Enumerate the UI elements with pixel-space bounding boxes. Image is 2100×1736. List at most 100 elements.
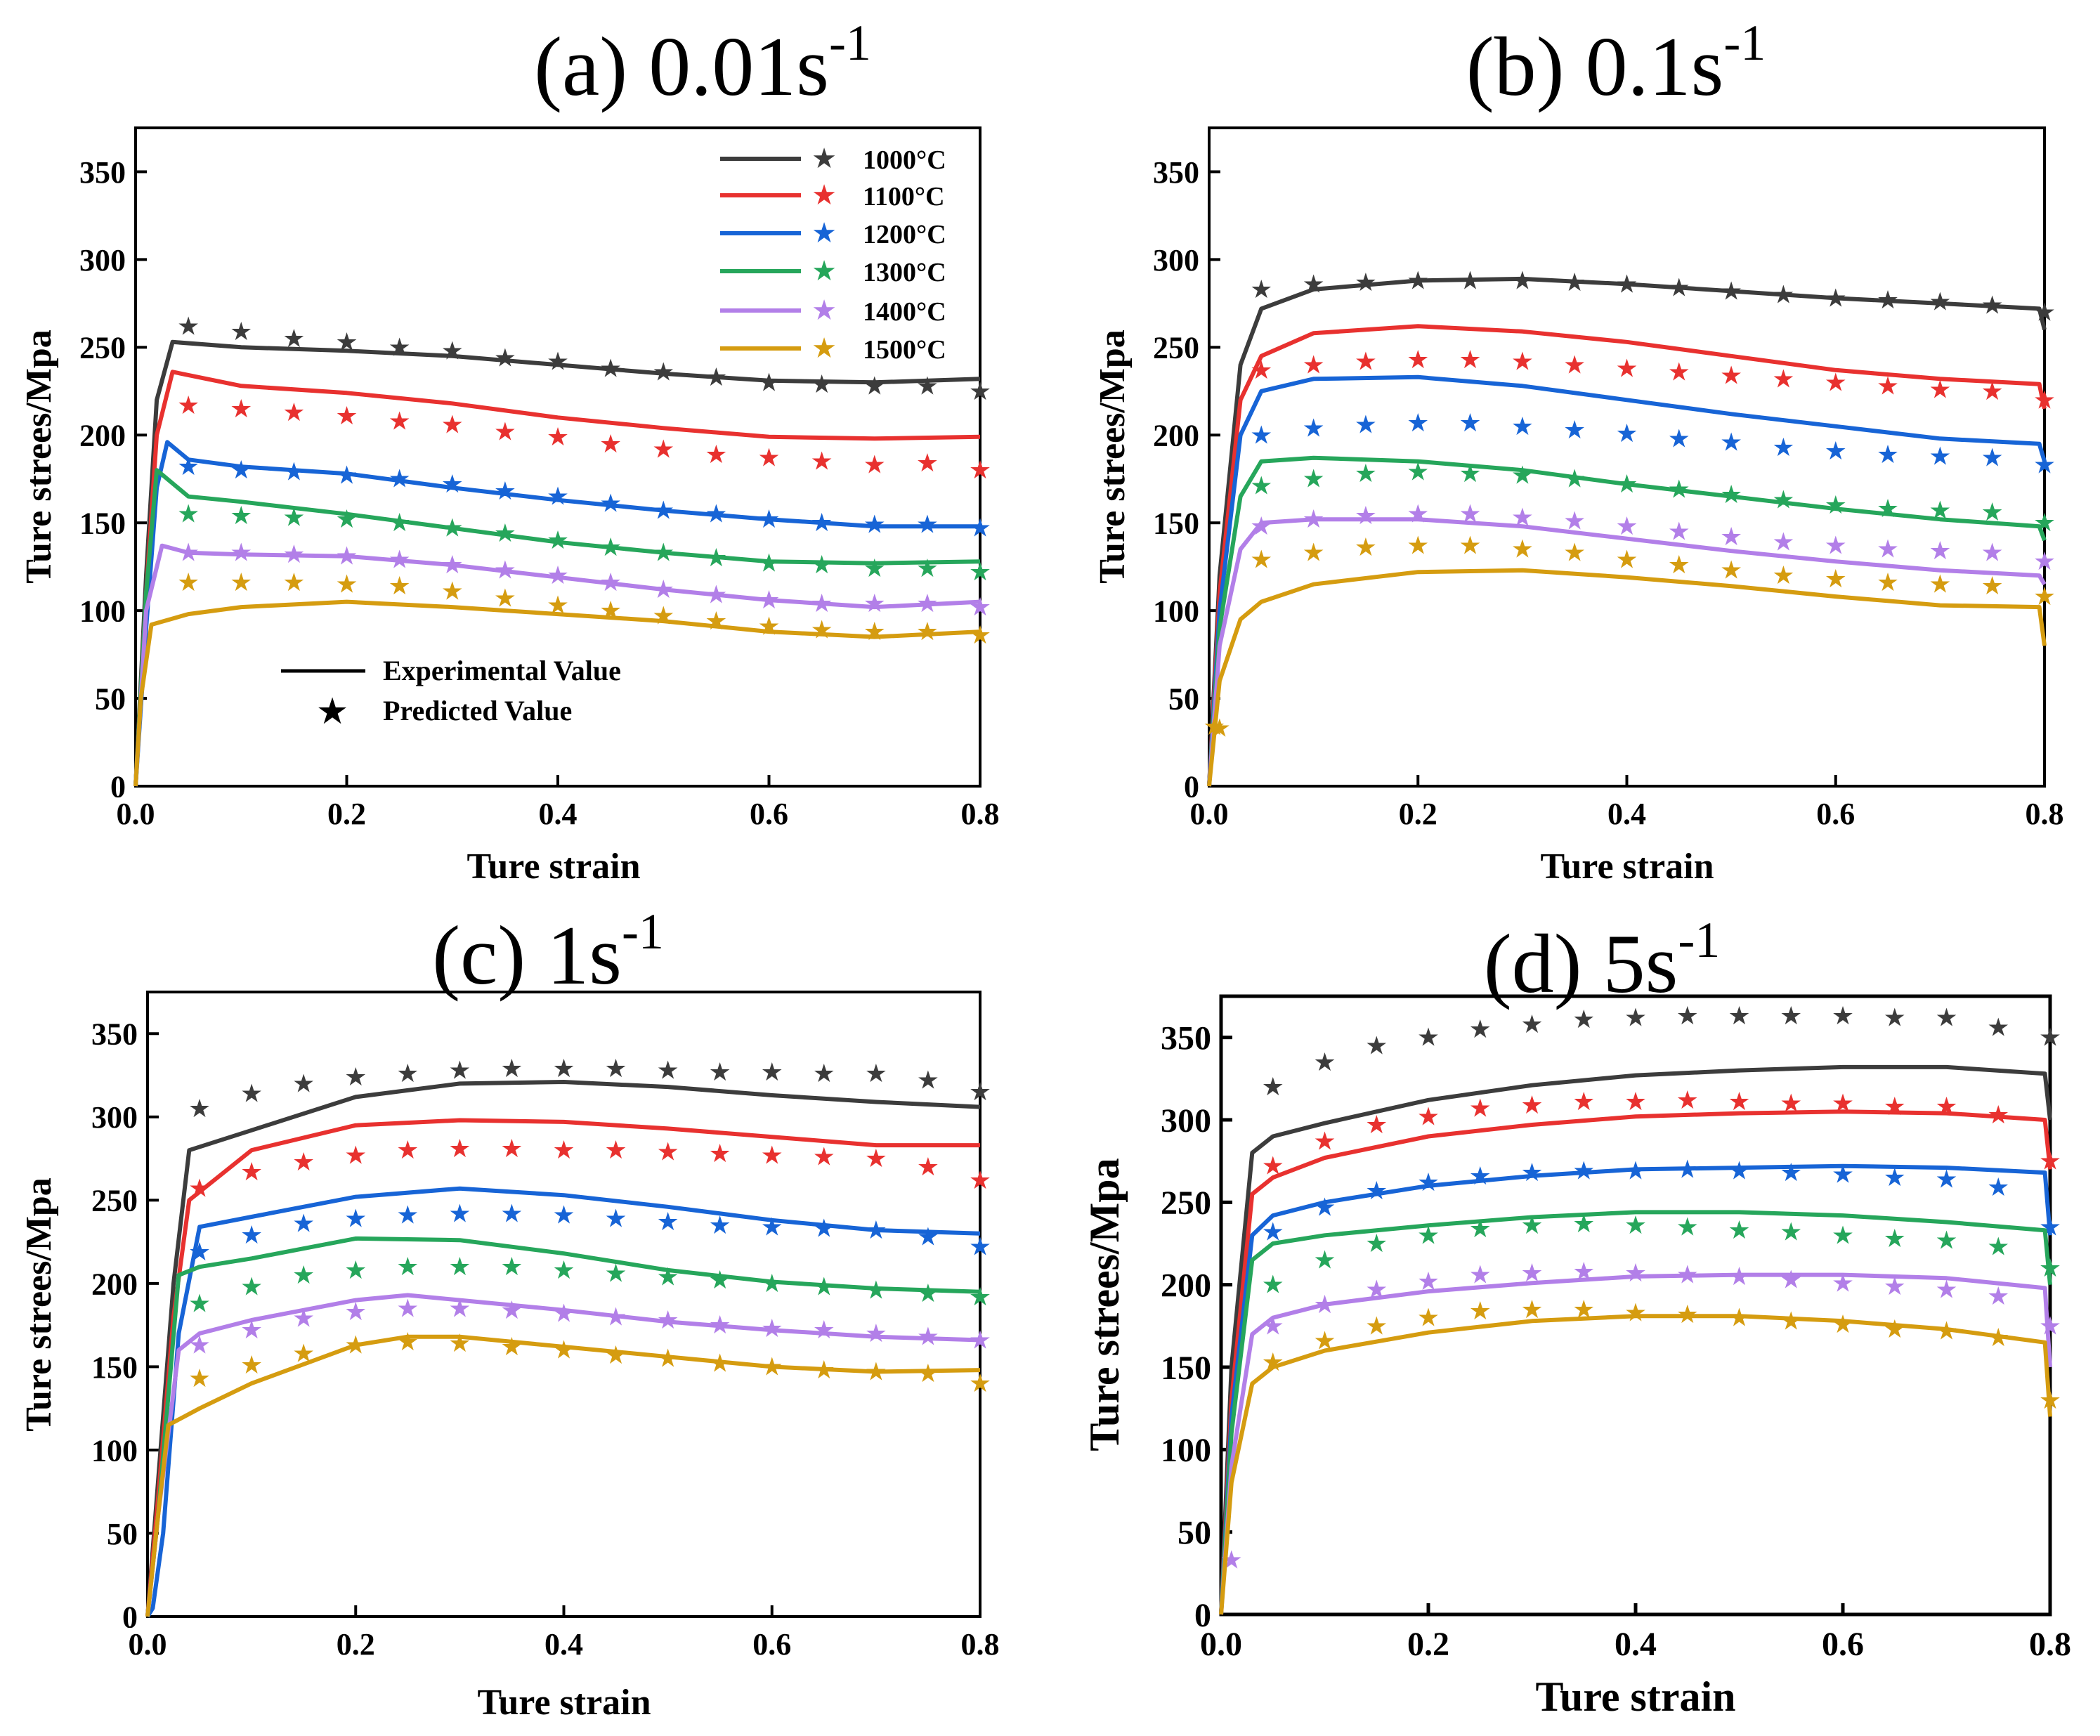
panel-c-1400c-predicted-point: ★ bbox=[292, 1305, 315, 1333]
panel-d-1400c-predicted-point: ★ bbox=[1832, 1269, 1854, 1297]
panel-d-1400c-predicted-point: ★ bbox=[1417, 1267, 1440, 1296]
panel-b-1200c-predicted-point: ★ bbox=[1459, 409, 1481, 437]
panel-c-1500c-predicted-point: ★ bbox=[188, 1364, 211, 1392]
panel-c: (c) 1s-1 0.0 0.2 0.4 0.6 0.8 0 50 100 150 200 250 3… bbox=[19, 903, 1000, 1723]
panel-c-1400c-predicted-point: ★ bbox=[552, 1300, 575, 1328]
panel-c-1000c-predicted-point: ★ bbox=[240, 1080, 263, 1108]
panel-c-x-tick-label: 0.6 bbox=[752, 1627, 791, 1662]
panel-c-1300c-predicted-point: ★ bbox=[240, 1273, 263, 1301]
panel-a-1100c-predicted-point: ★ bbox=[810, 448, 833, 476]
panel-b-1400c-predicted-point: ★ bbox=[1459, 500, 1481, 528]
panel-d-1400c-predicted-point: ★ bbox=[1780, 1266, 1802, 1294]
panel-d-1100c-predicted-point: ★ bbox=[1624, 1088, 1647, 1116]
panel-b-1500c-predicted-point: ★ bbox=[1929, 570, 1951, 599]
panel-c-y-tick-label: 300 bbox=[91, 1100, 138, 1135]
panel-c-1000c-predicted-point: ★ bbox=[865, 1059, 887, 1088]
legend-star-1300: ★ bbox=[811, 255, 837, 287]
panel-d-1300c-predicted-point: ★ bbox=[2039, 1254, 2061, 1282]
panel-a-1200c-predicted-point: ★ bbox=[335, 462, 358, 490]
panel-b-1000c-predicted-point: ★ bbox=[2033, 298, 2056, 326]
panel-b-1400c-predicted-point: ★ bbox=[1929, 537, 1951, 565]
panel-c-1300c-predicted-point: ★ bbox=[448, 1253, 471, 1281]
panel-b-1400c-predicted-point: ★ bbox=[1981, 539, 2004, 567]
panel-b-1300c-predicted-point: ★ bbox=[1563, 465, 1586, 493]
panel-a-1500c-predicted-point: ★ bbox=[335, 570, 358, 599]
panel-d-y-axis-label: Ture strees/Mpa bbox=[1081, 1158, 1128, 1451]
panel-d-x-tick-label: 0.0 bbox=[1200, 1626, 1242, 1663]
panel-c-1000c-predicted-point: ★ bbox=[604, 1055, 627, 1083]
panel-b-1500c-predicted-point: ★ bbox=[1208, 714, 1231, 743]
panel-a-1300c-predicted-point: ★ bbox=[177, 500, 200, 528]
panel-b-1400c-predicted-point: ★ bbox=[1355, 502, 1377, 530]
panel-c-y-tick-label: 350 bbox=[91, 1017, 138, 1052]
panel-a-y-tick-label: 350 bbox=[79, 155, 126, 190]
panel-a-1000c-predicted-point: ★ bbox=[969, 377, 991, 405]
panel-a-y-tick-label: 300 bbox=[79, 243, 126, 278]
panel-c-x-axis-label: Ture strain bbox=[477, 1683, 651, 1723]
panel-a-1000c-experimental-curve bbox=[133, 339, 981, 787]
panel-a-1000c-predicted-point: ★ bbox=[757, 368, 780, 396]
panel-c-x-tick-label: 0.2 bbox=[337, 1627, 375, 1662]
panel-a-1000c-predicted-point: ★ bbox=[705, 363, 727, 391]
panel-a-1000c-predicted-point: ★ bbox=[494, 344, 516, 372]
panel-a-series: ★ ★ ★ ★ ★ ★ ★ ★ ★ ★ ★ ★ ★ ★ ★ ★ ★ ★ ★ ★ ★ ★ ★ ★ ★ ★ ★ ★ ★ ★ ★ ★ ★ ★ ★ ★ ★ ★ ★ ★… bbox=[133, 312, 991, 787]
panel-d-1300c-predicted-point: ★ bbox=[1313, 1246, 1336, 1274]
panel-b-1500c-predicted-point: ★ bbox=[1720, 556, 1742, 585]
panel-a-1000c-predicted-point: ★ bbox=[230, 318, 252, 346]
panel-a-1100c-predicted-point: ★ bbox=[388, 407, 410, 435]
panel-d-1200c-predicted-point: ★ bbox=[1313, 1193, 1336, 1221]
panel-d-1200c-predicted-point: ★ bbox=[1572, 1157, 1595, 1185]
panel-a-1400c-predicted-point: ★ bbox=[757, 586, 780, 614]
panel-d-1000c-predicted-point: ★ bbox=[1417, 1024, 1440, 1052]
panel-b-1500c-predicted-point: ★ bbox=[1407, 532, 1429, 560]
legend-star-1400: ★ bbox=[811, 294, 837, 326]
panel-d-y-tick-label: 100 bbox=[1161, 1432, 1211, 1469]
panel-a-frame bbox=[134, 126, 981, 788]
panel-d-1000c-predicted-point: ★ bbox=[1572, 1005, 1595, 1033]
panel-a-y-tick-label: 150 bbox=[79, 507, 126, 541]
legend-star-1100: ★ bbox=[811, 179, 837, 211]
legend-label-1000: 1000°C bbox=[863, 145, 946, 175]
panel-a-x-tick-label: 0.4 bbox=[539, 797, 578, 831]
legend-label-1200: 1200°C bbox=[863, 220, 946, 249]
panel-a-1000c-predicted-point: ★ bbox=[810, 370, 833, 398]
panel-c-1100c-predicted-point: ★ bbox=[448, 1135, 471, 1163]
panel-c-1200c-experimental-curve bbox=[145, 1186, 981, 1618]
panel-a-1500c-predicted-point: ★ bbox=[230, 568, 252, 596]
panel-c-1200c-predicted-point: ★ bbox=[917, 1222, 939, 1251]
panel-d-1500c-experimental-curve bbox=[1219, 1314, 2052, 1615]
panel-a-1400c-predicted-point: ★ bbox=[441, 551, 464, 579]
panel-b-1300c-predicted-point: ★ bbox=[1250, 472, 1272, 500]
panel-a-1500c-predicted-point: ★ bbox=[916, 618, 939, 646]
panel-b-1000c-predicted-point: ★ bbox=[1981, 291, 2004, 319]
panel-b-1400c-predicted-point: ★ bbox=[1302, 505, 1324, 533]
panel-c-1300c-experimental-curve bbox=[145, 1236, 981, 1617]
panel-b-x-tick-label: 0.2 bbox=[1399, 797, 1437, 831]
panel-b-1200c-predicted-point: ★ bbox=[1407, 409, 1429, 437]
panel-c-1000c-predicted-point: ★ bbox=[656, 1056, 679, 1084]
panel-a-1300c-predicted-point: ★ bbox=[441, 514, 464, 542]
type-legend: Experimental Value ★ Predicted Value bbox=[281, 655, 621, 732]
panel-a-1100c-predicted-point: ★ bbox=[969, 456, 991, 484]
panel-d-1200c-predicted-point: ★ bbox=[1987, 1173, 2009, 1201]
panel-d-1100c-predicted-point: ★ bbox=[1520, 1091, 1543, 1119]
panel-b-x-tick-label: 0.8 bbox=[2026, 797, 2064, 831]
panel-c-1100c-predicted-point: ★ bbox=[761, 1141, 783, 1169]
panel-d-1100c-predicted-point: ★ bbox=[1572, 1088, 1595, 1116]
panel-a-1500c-predicted-point: ★ bbox=[863, 618, 886, 646]
panel-d-1100c-predicted-point: ★ bbox=[1987, 1101, 2009, 1129]
panel-a-1200c-predicted-point: ★ bbox=[177, 452, 200, 481]
panel-a-1500c-predicted-point: ★ bbox=[705, 607, 727, 635]
panel-c-ticks: 0.0 0.2 0.4 0.6 0.8 0 50 100 150 200 250 300 350 bbox=[91, 1017, 1000, 1662]
panel-d-1300c-predicted-point: ★ bbox=[1624, 1211, 1647, 1239]
panel-a-1300c-predicted-point: ★ bbox=[916, 554, 939, 582]
panel-b-1300c-predicted-point: ★ bbox=[1407, 458, 1429, 486]
panel-c-1100c-predicted-point: ★ bbox=[500, 1135, 523, 1163]
legend-label-1500: 1500°C bbox=[863, 335, 946, 365]
panel-c-x-tick-label: 0.0 bbox=[129, 1627, 167, 1662]
panel-a-1100c-predicted-point: ★ bbox=[494, 417, 516, 445]
panel-a-1100c-predicted-point: ★ bbox=[705, 440, 727, 469]
panel-a-1100c-predicted-point: ★ bbox=[177, 391, 200, 419]
panel-c-1100c-predicted-point: ★ bbox=[396, 1136, 419, 1164]
panel-c-1400c-predicted-point: ★ bbox=[917, 1323, 939, 1351]
